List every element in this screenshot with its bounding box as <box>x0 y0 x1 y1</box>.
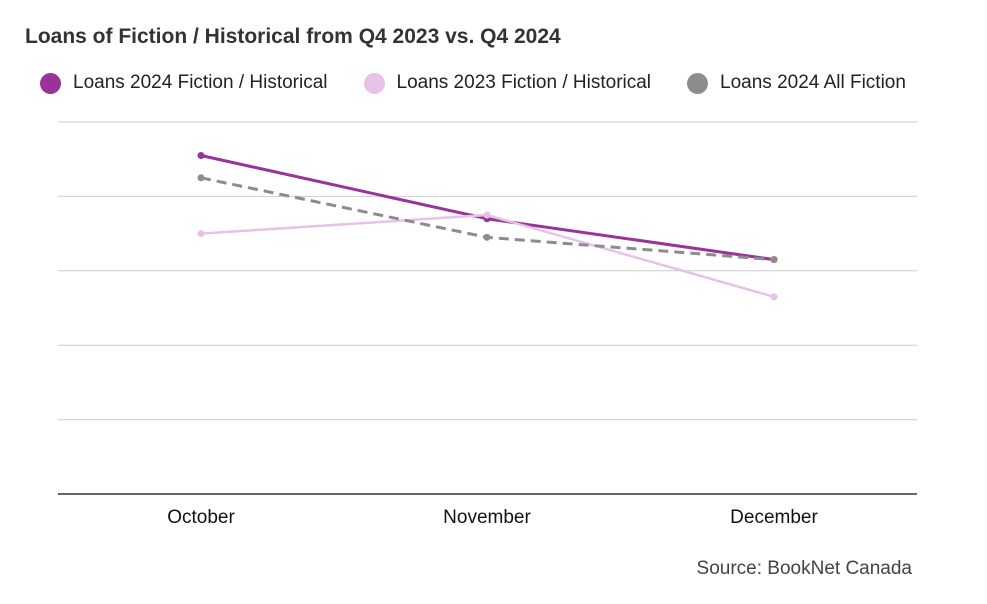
legend-label-2024-historical: Loans 2024 Fiction / Historical <box>73 72 328 93</box>
x-tick-label: October <box>167 507 235 528</box>
data-point <box>197 230 205 238</box>
legend-label-2024-all-fiction: Loans 2024 All Fiction <box>720 72 906 93</box>
series-line-1 <box>200 213 775 299</box>
legend-item-2023-historical: Loans 2023 Fiction / Historical <box>363 72 652 94</box>
data-point <box>770 256 778 264</box>
data-point <box>483 233 491 241</box>
data-point <box>197 174 205 182</box>
gridlines <box>58 121 917 421</box>
data-point <box>770 293 778 301</box>
legend-marker-2024-historical <box>40 72 61 94</box>
data-point <box>483 211 491 219</box>
series-line-0 <box>200 154 775 262</box>
legend-label-2023-historical: Loans 2023 Fiction / Historical <box>396 72 652 93</box>
data-point <box>197 151 205 159</box>
source-note: Source: BookNet Canada <box>696 558 912 579</box>
legend-item-2024-all-fiction: Loans 2024 All Fiction <box>687 72 906 94</box>
legend-marker-2023-historical <box>363 72 385 94</box>
chart-legend: Loans 2024 Fiction / Historical Loans 20… <box>40 72 906 94</box>
legend-marker-2024-all-fiction <box>687 72 709 94</box>
x-tick-label: December <box>730 507 818 528</box>
legend-item-2024-historical: Loans 2024 Fiction / Historical <box>40 72 328 94</box>
x-tick-label: November <box>443 507 531 528</box>
x-tick-labels: October November December <box>167 507 818 528</box>
chart-title: Loans of Fiction / Historical from Q4 20… <box>25 25 561 48</box>
series-lines <box>197 151 778 301</box>
